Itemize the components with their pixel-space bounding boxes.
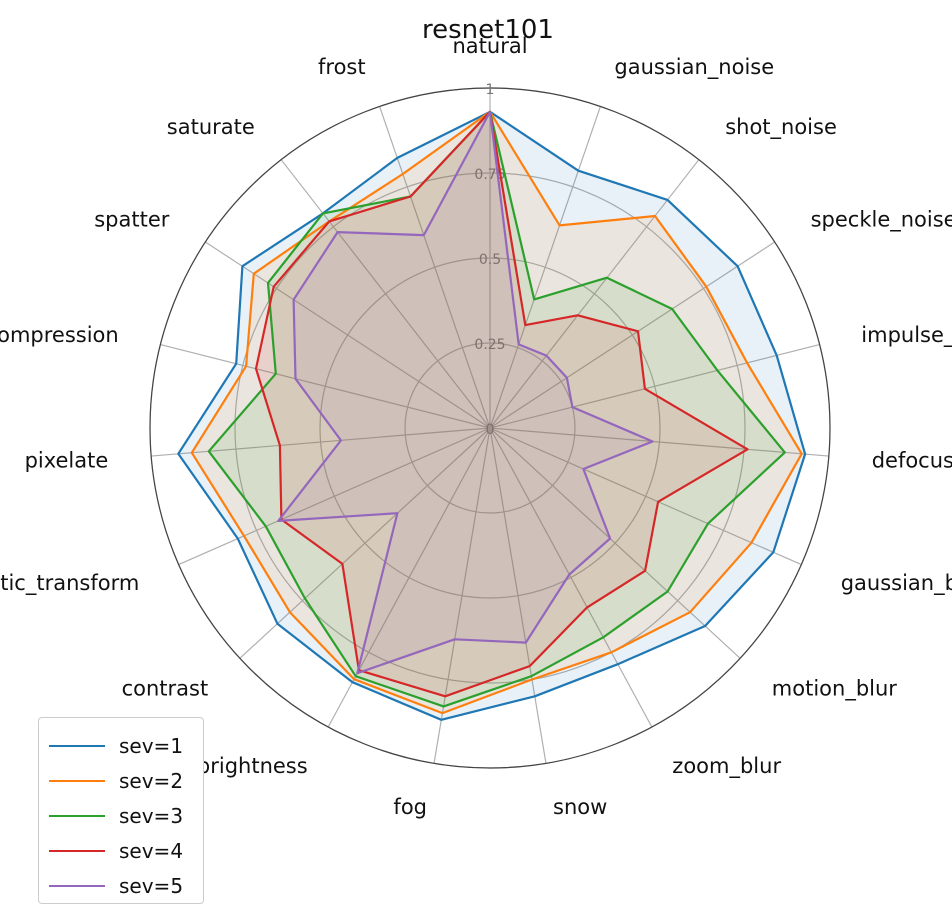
category-label-pixelate: pixelate (25, 449, 109, 473)
legend-item-sev4: sev=4 (49, 839, 183, 863)
grid-spoke-5 (489, 427, 829, 457)
grid-spoke-14 (151, 427, 491, 457)
grid-spoke-3 (489, 241, 775, 429)
series-line-1 (177, 110, 807, 721)
category-label-fog: fog (393, 795, 427, 819)
grid-spoke-12 (239, 427, 491, 659)
category-label-natural: natural (452, 34, 527, 58)
legend-label-sev3: sev=3 (119, 804, 184, 828)
series-fills (178, 111, 806, 720)
category-labels: natural gaussian_noise shot_noise speckle_n… (0, 34, 952, 819)
series-fill-4 (256, 111, 748, 697)
category-label-gaussian-noise: gaussian_noise (614, 55, 774, 80)
grid-spoke-18 (379, 106, 491, 429)
grid-spoke-16 (205, 241, 491, 429)
legend-swatch-sev5 (49, 885, 105, 887)
series-fill-2 (191, 111, 802, 714)
series-line-3 (207, 110, 786, 708)
category-label-motion-blur: motion_blur (772, 676, 898, 701)
grid-spoke-7 (489, 427, 741, 659)
grid-spoke-2 (489, 159, 700, 429)
series-fill-3 (208, 111, 785, 707)
radar-grid: 00.250.50.751 (149, 82, 831, 769)
series-fill-5 (278, 111, 653, 674)
category-label-defocus-blur: defocus_blur (872, 449, 952, 474)
legend-item-sev1: sev=1 (49, 734, 183, 758)
grid-spoke-17 (280, 159, 491, 429)
legend-swatch-sev1 (49, 745, 105, 747)
series-fill-1 (178, 111, 806, 720)
legend-item-sev2: sev=2 (49, 769, 183, 793)
radial-tick-label-2: 0.5 (479, 252, 501, 268)
grid-spoke-1 (489, 106, 601, 429)
series-line-2 (190, 110, 803, 715)
grid-spoke-11 (327, 427, 491, 728)
category-label-brightness: brightness (197, 754, 308, 778)
grid-spoke-8 (489, 427, 653, 728)
legend-item-sev5: sev=5 (49, 874, 183, 898)
series-line-5 (277, 110, 654, 675)
chart-title: resnet101 (422, 15, 554, 45)
radial-tick-label-1: 0.25 (474, 337, 505, 353)
radar-frame (149, 87, 831, 769)
series-line-4 (254, 110, 749, 698)
category-label-snow: snow (553, 795, 607, 819)
grid-spoke-15 (160, 343, 491, 429)
category-label-gaussian-blur: gaussian_blur (841, 571, 952, 596)
category-label-shot-noise: shot_noise (725, 115, 837, 140)
legend-swatch-sev3 (49, 815, 105, 817)
grid-spoke-13 (178, 427, 491, 566)
category-label-impulse-noise: impulse_noise (861, 323, 952, 348)
grid-spoke-9 (489, 427, 547, 764)
legend-item-sev3: sev=3 (49, 804, 183, 828)
category-label-saturate: saturate (167, 115, 255, 139)
legend-label-sev2: sev=2 (119, 769, 184, 793)
grid-spoke-4 (489, 343, 820, 429)
category-label-contrast: contrast (122, 676, 209, 700)
series-lines (177, 110, 807, 721)
category-label-spatter: spatter (94, 208, 170, 232)
legend-label-sev5: sev=5 (119, 874, 184, 898)
legend-swatch-sev2 (49, 780, 105, 782)
radial-tick-label-0: 0 (486, 422, 495, 438)
grid-spoke-6 (489, 427, 802, 566)
category-label-zoom-blur: zoom_blur (672, 754, 781, 779)
category-label-speckle-noise: speckle_noise (811, 208, 952, 233)
legend-label-sev4: sev=4 (119, 839, 184, 863)
radial-tick-label-4: 1 (486, 82, 495, 98)
legend-swatch-sev4 (49, 850, 105, 852)
chart-legend: sev=1 sev=2 sev=3 sev=4 sev=5 (38, 717, 204, 904)
category-label-elastic-transform: elastic_transform (0, 571, 139, 596)
legend-label-sev1: sev=1 (119, 734, 184, 758)
category-label-frost: frost (318, 55, 366, 79)
category-label-jpeg-compression: jpeg_compression (0, 323, 119, 348)
